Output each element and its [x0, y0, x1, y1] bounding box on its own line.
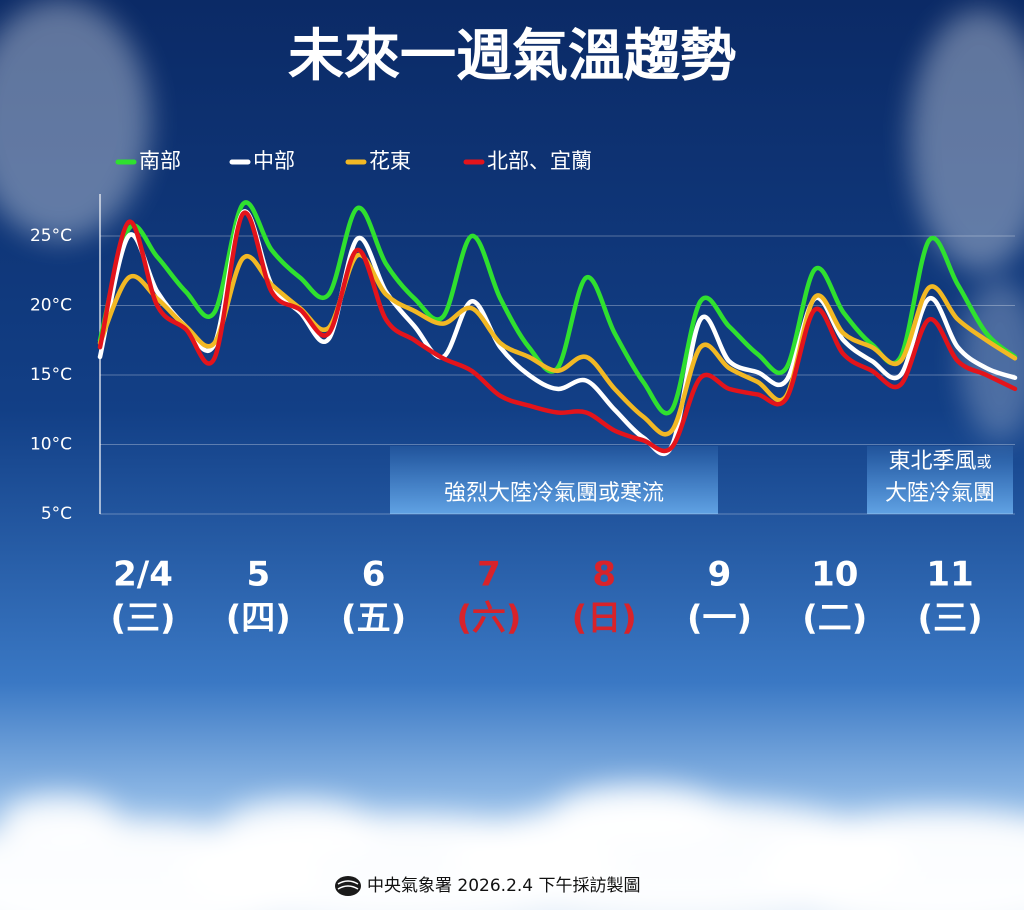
day-weekday: (三) [918, 599, 983, 639]
title: 未來一週氣溫趨勢 [288, 24, 736, 89]
y-tick-label: 25°C [30, 226, 72, 246]
y-tick-label: 5°C [41, 504, 72, 524]
series-line [97, 210, 1018, 454]
series-line [97, 200, 1018, 416]
day-date: 2/4 [113, 555, 173, 595]
day-date: 8 [592, 555, 616, 595]
y-tick-label: 20°C [30, 296, 72, 316]
day-weekday: (日) [572, 599, 637, 639]
y-tick-label: 10°C [30, 435, 72, 455]
day-weekday: (三) [110, 599, 175, 639]
day-date: 5 [246, 555, 270, 595]
day-date: 11 [926, 555, 973, 595]
day-weekday: (六) [456, 599, 521, 639]
annotation: 強烈大陸冷氣團或寒流 [444, 481, 664, 506]
legend-label: 北部、宜蘭 [487, 149, 592, 173]
cold-air-band [390, 446, 718, 514]
annotation-small: 或 [977, 453, 992, 471]
footer-text: 中央氣象署 2026.2.4 下午採訪製圖 [367, 876, 641, 896]
annotation-line: 東北季風 [888, 449, 976, 474]
day-date: 6 [362, 555, 386, 595]
day-weekday: (二) [802, 599, 867, 639]
y-tick-label: 15°C [30, 365, 72, 385]
legend-label: 花東 [369, 149, 411, 173]
logo-mark [337, 880, 359, 890]
day-date: 10 [811, 555, 858, 595]
day-date: 9 [708, 555, 732, 595]
series-line [97, 252, 1018, 437]
day-weekday: (四) [226, 599, 291, 639]
day-weekday: (五) [341, 599, 406, 639]
footer: 中央氣象署 2026.2.4 下午採訪製圖 [335, 876, 641, 896]
annotation: 東北季風或 [888, 449, 991, 474]
legend-label: 中部 [253, 149, 295, 173]
legend-label: 南部 [139, 149, 181, 173]
monsoon-band [867, 446, 1013, 514]
day-weekday: (一) [687, 599, 752, 639]
annotation: 大陸冷氣團 [885, 481, 995, 506]
day-date: 7 [477, 555, 501, 595]
